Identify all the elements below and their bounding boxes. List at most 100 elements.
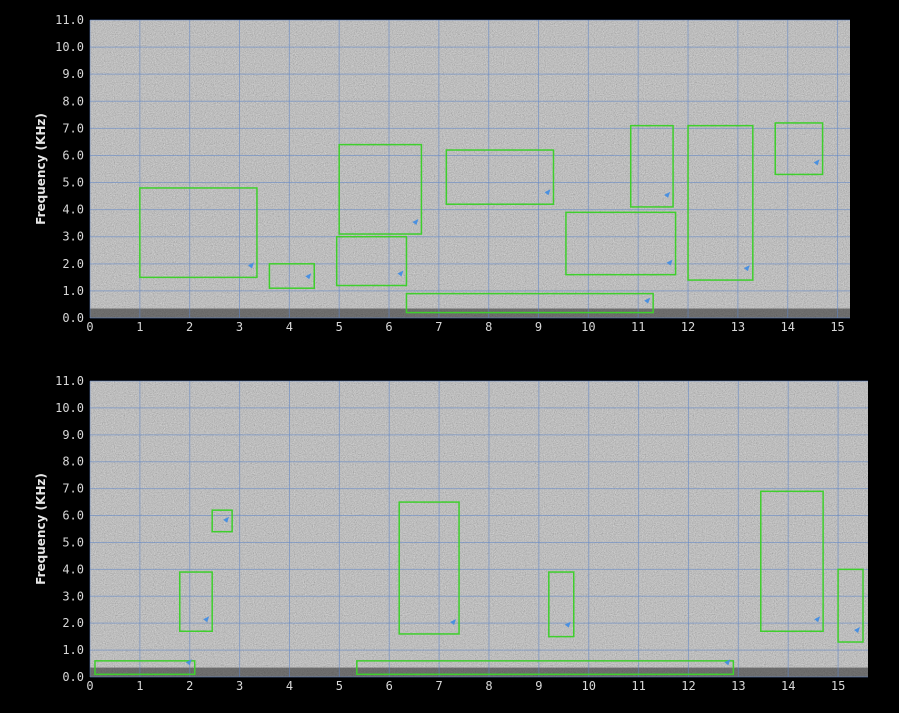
detection-box[interactable]: [338, 143, 423, 235]
y-tick-label: 10.0: [55, 40, 84, 54]
x-tick-label: 8: [485, 320, 492, 334]
y-tick-label: 6.0: [62, 509, 84, 523]
y-axis-label: Frequency (KHz): [34, 113, 48, 225]
detection-marker-icon: [666, 259, 673, 266]
detection-box[interactable]: [268, 263, 316, 289]
y-tick-label: 2.0: [62, 616, 84, 630]
y-tick-label: 5.0: [62, 176, 84, 190]
x-tick-label: 3: [236, 679, 243, 693]
detection-marker-icon: [813, 159, 820, 166]
detection-box[interactable]: [837, 568, 864, 643]
y-axis-label: Frequency (KHz): [34, 473, 48, 585]
x-tick-label: 13: [731, 679, 745, 693]
y-tick-label: 4.0: [62, 562, 84, 576]
detection-marker-icon: [305, 273, 312, 280]
x-tick-label: 7: [435, 679, 442, 693]
detection-box[interactable]: [760, 490, 824, 633]
detection-marker-icon: [223, 516, 230, 523]
detection-marker-icon: [814, 616, 821, 623]
x-tick-label: 11: [631, 320, 645, 334]
x-tick-label: 10: [581, 320, 595, 334]
x-tick-label: 14: [781, 679, 795, 693]
y-tick-label: 8.0: [62, 94, 84, 108]
x-tick-label: 11: [631, 679, 645, 693]
low-frequency-band: [90, 667, 868, 677]
y-tick-label: 3.0: [62, 230, 84, 244]
x-tick-label: 9: [535, 320, 542, 334]
y-tick-label: 0.0: [62, 670, 84, 684]
y-tick-label: 9.0: [62, 428, 84, 442]
detection-marker-icon: [644, 297, 651, 304]
x-tick-label: 0: [86, 679, 93, 693]
y-tick-label: 1.0: [62, 643, 84, 657]
detection-box[interactable]: [398, 501, 460, 635]
x-tick-label: 7: [435, 320, 442, 334]
x-tick-label: 5: [336, 320, 343, 334]
x-tick-label: 1: [136, 320, 143, 334]
y-tick-label: 10.0: [55, 401, 84, 415]
x-tick-label: 2: [186, 679, 193, 693]
detection-marker-icon: [724, 659, 731, 666]
x-tick-label: 5: [336, 679, 343, 693]
y-tick-label: 2.0: [62, 257, 84, 271]
detection-marker-icon: [397, 270, 404, 277]
x-tick-label: 4: [286, 679, 293, 693]
y-tick-label: 4.0: [62, 203, 84, 217]
x-tick-label: 6: [386, 679, 393, 693]
detection-box[interactable]: [445, 149, 555, 205]
spectrogram-noise: [90, 381, 868, 677]
x-tick-label: 15: [831, 679, 845, 693]
x-tick-label: 2: [186, 320, 193, 334]
detection-box[interactable]: [356, 660, 735, 676]
y-tick-label: 6.0: [62, 148, 84, 162]
y-tick-label: 0.0: [62, 311, 84, 325]
y-tick-label: 11.0: [55, 374, 84, 388]
detection-marker-icon: [564, 621, 571, 628]
x-tick-label: 1: [136, 679, 143, 693]
x-tick-label: 12: [681, 320, 695, 334]
x-tick-label: 6: [385, 320, 392, 334]
y-tick-label: 9.0: [62, 67, 84, 81]
detection-box[interactable]: [629, 124, 674, 208]
x-tick-label: 12: [681, 679, 695, 693]
x-tick-label: 15: [830, 320, 844, 334]
detection-box[interactable]: [211, 509, 233, 533]
x-tick-label: 10: [581, 679, 595, 693]
detection-marker-icon: [743, 265, 750, 272]
detection-marker-icon: [247, 262, 254, 269]
x-tick-label: 8: [485, 679, 492, 693]
y-tick-label: 5.0: [62, 535, 84, 549]
detection-box[interactable]: [565, 211, 677, 276]
y-tick-label: 11.0: [55, 13, 84, 27]
detection-box[interactable]: [179, 571, 213, 633]
detection-box[interactable]: [774, 122, 824, 176]
x-tick-label: 3: [236, 320, 243, 334]
y-tick-label: 1.0: [62, 284, 84, 298]
detection-marker-icon: [203, 616, 210, 623]
detection-box[interactable]: [94, 660, 196, 676]
detection-marker-icon: [664, 191, 671, 198]
detection-marker-icon: [412, 219, 419, 226]
y-tick-label: 7.0: [62, 121, 84, 135]
x-tick-label: 4: [286, 320, 293, 334]
detection-marker-icon: [185, 659, 192, 666]
y-tick-label: 3.0: [62, 589, 84, 603]
detection-box[interactable]: [548, 571, 575, 638]
spectrogram-noise: [90, 20, 850, 318]
detection-marker-icon: [854, 627, 861, 634]
detection-marker-icon: [450, 618, 457, 625]
detection-box[interactable]: [335, 235, 408, 287]
x-tick-label: 0: [86, 320, 93, 334]
detection-box[interactable]: [139, 187, 258, 279]
spectrogram-panel-bottom: 0.0 1.0 2.0 3.0 4.0 5.0 6.0 7.0 8.0 9.0 10.0 11.0 0 1…: [34, 374, 868, 693]
y-tick-label: 8.0: [62, 455, 84, 469]
spectrogram-panel-top: 0.0 1.0 2.0 3.0 4.0 5.0 6.0 7.0 8.0 9.0 10.0 11.0 0 1…: [34, 13, 850, 334]
x-tick-label: 13: [731, 320, 745, 334]
detection-box[interactable]: [687, 124, 754, 281]
detection-marker-icon: [544, 189, 551, 196]
detection-box[interactable]: [405, 292, 654, 314]
y-tick-label: 7.0: [62, 482, 84, 496]
x-tick-label: 9: [535, 679, 542, 693]
x-tick-label: 14: [780, 320, 794, 334]
